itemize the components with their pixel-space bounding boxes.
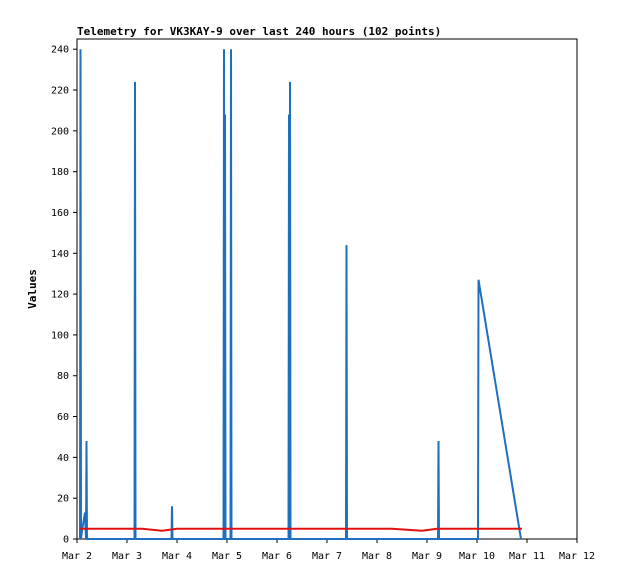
y-tick-label: 180 (51, 167, 69, 178)
y-tick-label: 20 (57, 494, 69, 505)
series-line-red (79, 527, 522, 532)
y-tick-label: 120 (51, 290, 69, 301)
x-tick-label: Mar 12 (559, 551, 595, 562)
x-tick-label: Mar 2 (62, 551, 92, 562)
y-tick-label: 140 (51, 249, 69, 260)
y-tick-label: 40 (57, 453, 69, 464)
series-line-blue (79, 49, 522, 540)
chart-title: Telemetry for VK3KAY-9 over last 240 hou… (77, 25, 441, 38)
y-tick-label: 220 (51, 86, 69, 97)
y-tick-label: 200 (51, 126, 69, 137)
x-tick-label: Mar 10 (459, 551, 495, 562)
y-tick-label: 160 (51, 208, 69, 219)
series-layer (79, 49, 522, 540)
x-tick-label: Mar 11 (509, 551, 545, 562)
y-tick-label: 240 (51, 45, 69, 56)
x-tick-label: Mar 6 (262, 551, 292, 562)
plot-area-frame (76, 38, 578, 540)
x-tick-label: Mar 5 (212, 551, 242, 562)
y-tick-label: 80 (57, 371, 69, 382)
x-tick-label: Mar 3 (112, 551, 142, 562)
x-tick-label: Mar 4 (162, 551, 192, 562)
y-axis-label: Values (26, 269, 39, 309)
x-tick-label: Mar 9 (412, 551, 442, 562)
y-tick-label: 0 (63, 535, 69, 546)
y-tick-label: 100 (51, 330, 69, 341)
x-axis-ticks: Mar 2 Mar 3 Mar 4 Mar 5 Mar 6 Mar 7 Mar 8 Mar 9… (62, 539, 595, 562)
x-tick-label: Mar 7 (312, 551, 342, 562)
x-tick-label: Mar 8 (362, 551, 392, 562)
y-tick-label: 60 (57, 412, 69, 423)
y-axis-ticks: 0 20 40 60 80 100 120 140 160 180 200 220 240 (51, 45, 77, 546)
